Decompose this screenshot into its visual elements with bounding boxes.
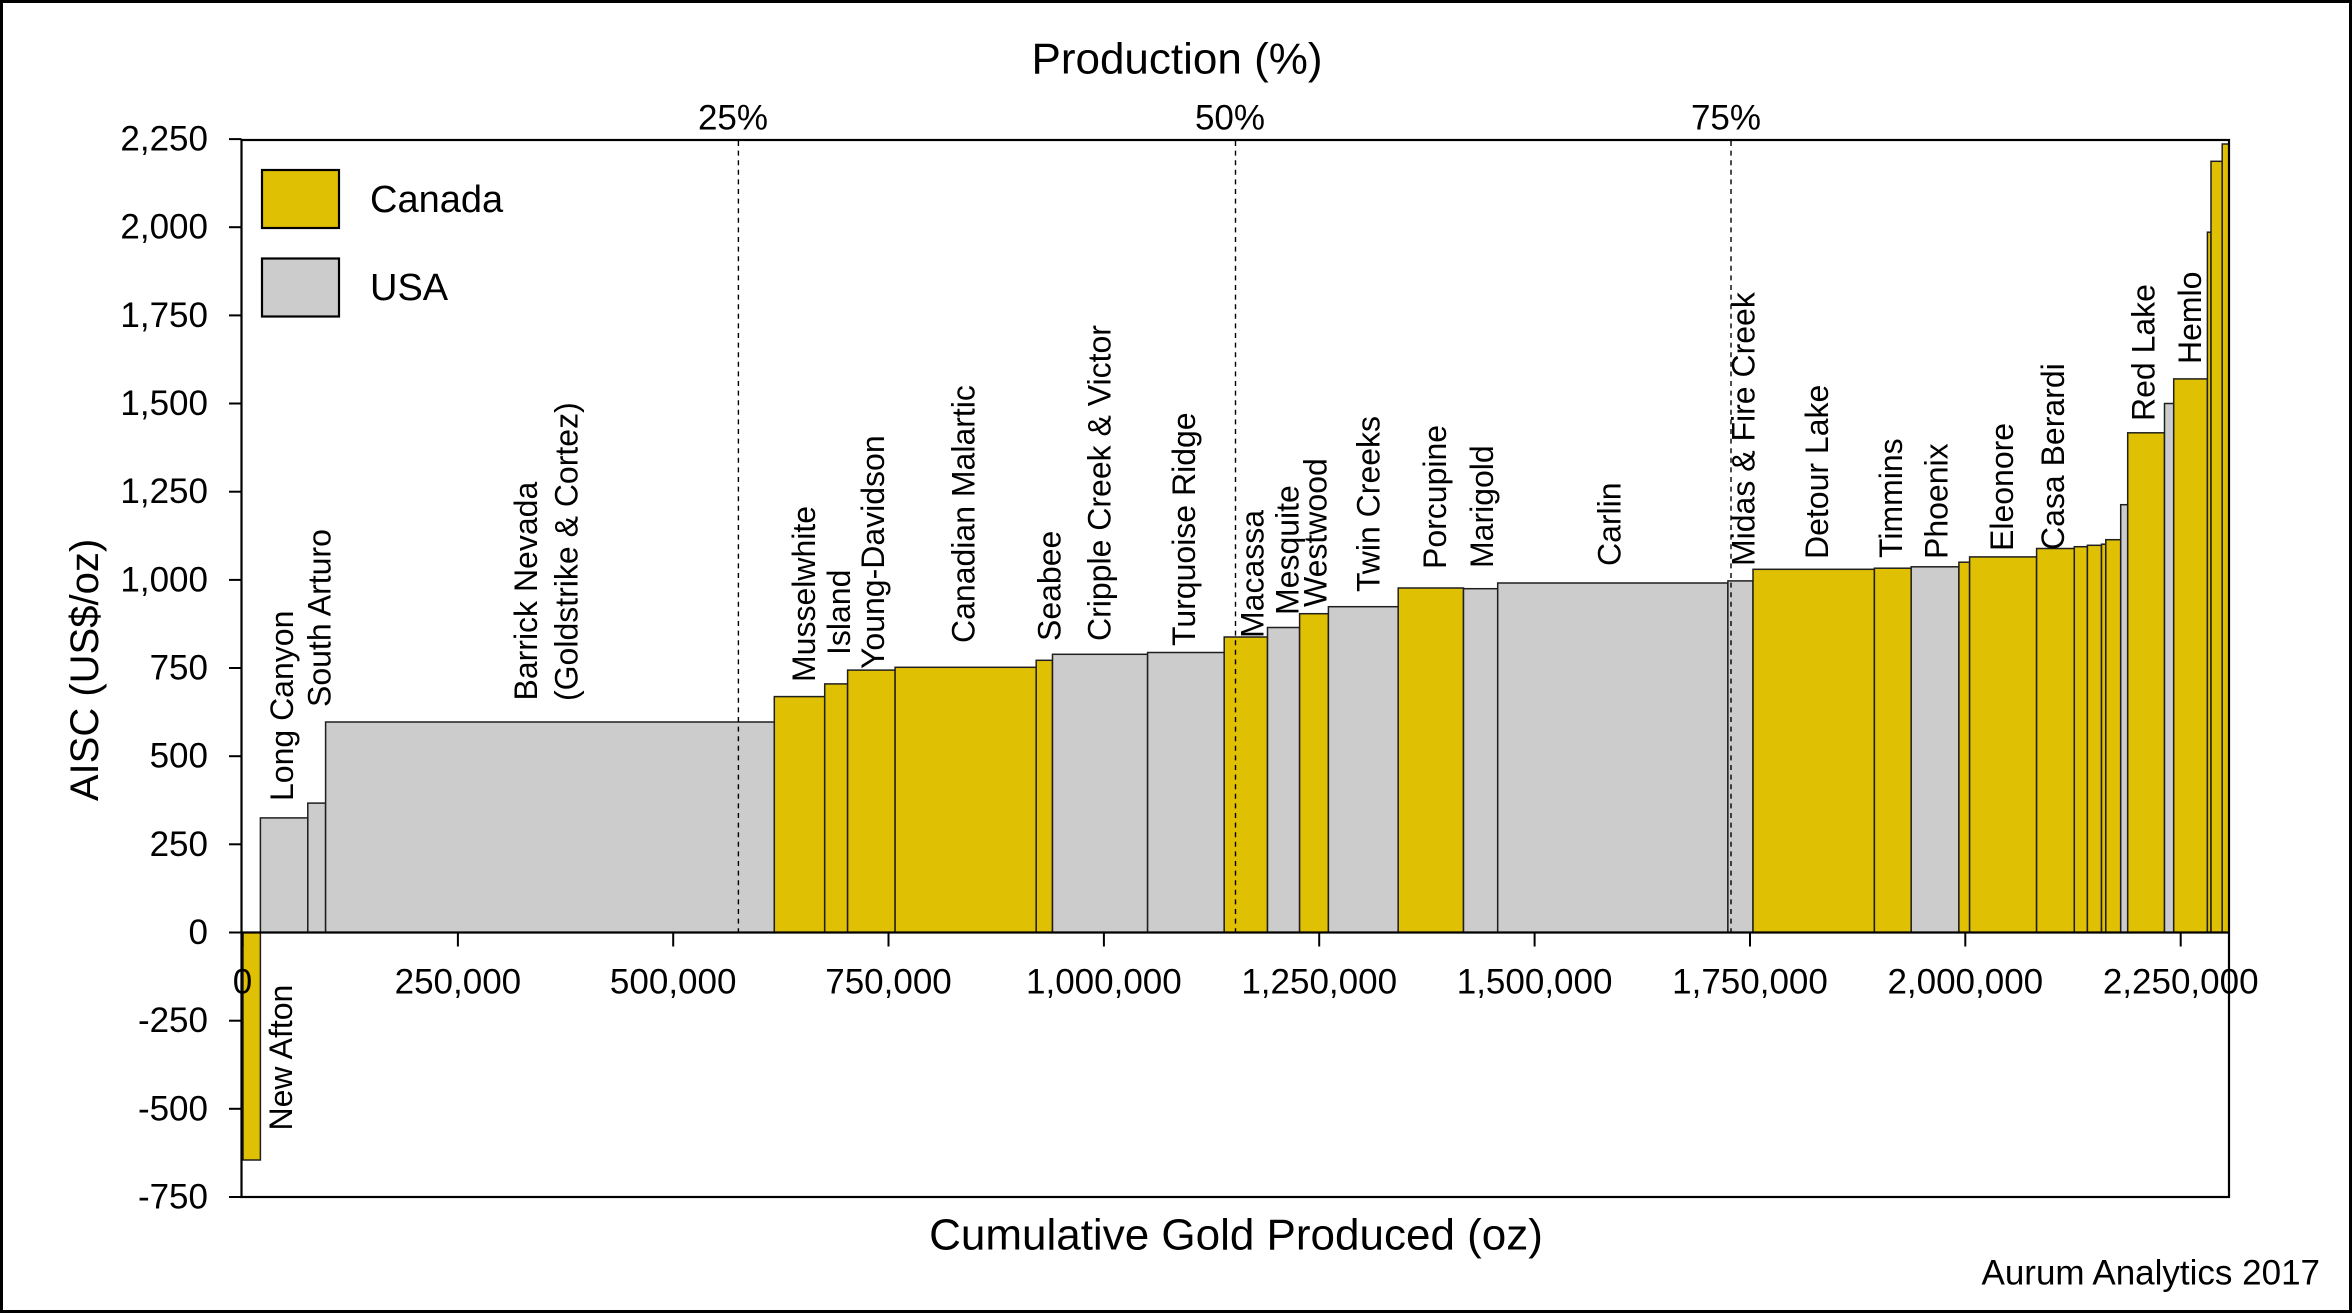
- svg-text:2,000: 2,000: [120, 208, 208, 247]
- svg-text:2,000,000: 2,000,000: [1887, 963, 2043, 1002]
- svg-text:-500: -500: [138, 1089, 208, 1128]
- svg-text:0: 0: [189, 913, 208, 952]
- svg-text:Timmins: Timmins: [1873, 438, 1909, 558]
- svg-text:Canada: Canada: [370, 179, 504, 221]
- svg-text:1,000,000: 1,000,000: [1026, 963, 1182, 1002]
- svg-text:Turquoise Ridge: Turquoise Ridge: [1166, 412, 1202, 646]
- svg-text:1,500: 1,500: [120, 384, 208, 423]
- svg-text:Barrick Nevada: Barrick Nevada: [508, 482, 544, 701]
- svg-text:0: 0: [233, 963, 252, 1002]
- svg-text:75%: 75%: [1691, 99, 1761, 138]
- svg-text:Production (%): Production (%): [1031, 35, 1322, 84]
- svg-text:250,000: 250,000: [395, 963, 522, 1002]
- svg-text:2,250: 2,250: [120, 120, 208, 159]
- svg-text:-750: -750: [138, 1178, 208, 1217]
- svg-text:750: 750: [150, 649, 208, 688]
- svg-text:Aurum Analytics 2017: Aurum Analytics 2017: [1981, 1254, 2320, 1293]
- svg-text:Red Lake: Red Lake: [2126, 284, 2162, 421]
- svg-text:1,000: 1,000: [120, 560, 208, 599]
- svg-text:Eleonore: Eleonore: [1984, 423, 2020, 551]
- svg-text:Cripple Creek & Victor: Cripple Creek & Victor: [1082, 325, 1118, 641]
- svg-text:Canadian Malartic: Canadian Malartic: [946, 385, 982, 643]
- svg-text:Seabee: Seabee: [1031, 531, 1067, 641]
- svg-text:AISC (US$/oz): AISC (US$/oz): [63, 539, 107, 801]
- svg-text:250: 250: [150, 825, 208, 864]
- svg-text:Macassa: Macassa: [1234, 510, 1270, 638]
- svg-text:USA: USA: [370, 267, 449, 309]
- svg-text:2,250,000: 2,250,000: [2103, 963, 2259, 1002]
- svg-text:1,250,000: 1,250,000: [1241, 963, 1397, 1002]
- svg-text:Cumulative Gold Produced (oz): Cumulative Gold Produced (oz): [929, 1211, 1543, 1260]
- svg-text:25%: 25%: [698, 99, 768, 138]
- svg-text:1,750: 1,750: [120, 296, 208, 335]
- svg-text:Casa Berardi: Casa Berardi: [2035, 363, 2071, 550]
- svg-text:500: 500: [150, 737, 208, 776]
- svg-text:New Afton: New Afton: [263, 985, 299, 1131]
- svg-text:Westwood: Westwood: [1298, 458, 1334, 607]
- svg-text:Twin Creeks: Twin Creeks: [1351, 416, 1387, 592]
- svg-text:50%: 50%: [1195, 99, 1265, 138]
- svg-text:(Goldstrike & Cortez): (Goldstrike & Cortez): [549, 402, 585, 701]
- svg-text:1,250: 1,250: [120, 472, 208, 511]
- svg-text:Porcupine: Porcupine: [1417, 425, 1453, 569]
- svg-text:Musselwhite: Musselwhite: [786, 506, 822, 682]
- svg-text:1,750,000: 1,750,000: [1672, 963, 1828, 1002]
- svg-text:South Arturo: South Arturo: [302, 529, 338, 707]
- svg-text:-250: -250: [138, 1001, 208, 1040]
- svg-text:Island: Island: [821, 570, 857, 655]
- svg-text:500,000: 500,000: [610, 963, 737, 1002]
- svg-text:Hemlo: Hemlo: [2172, 272, 2208, 364]
- svg-text:Mesquite: Mesquite: [1270, 485, 1306, 615]
- svg-text:Phoenix: Phoenix: [1919, 443, 1955, 559]
- svg-text:1,500,000: 1,500,000: [1457, 963, 1613, 1002]
- svg-text:Detour Lake: Detour Lake: [1799, 385, 1835, 559]
- svg-text:750,000: 750,000: [825, 963, 952, 1002]
- svg-text:Carlin: Carlin: [1591, 482, 1627, 566]
- svg-text:Marigold: Marigold: [1464, 445, 1500, 568]
- svg-text:Young-Davidson: Young-Davidson: [855, 435, 891, 669]
- svg-text:Midas & Fire Creek: Midas & Fire Creek: [1726, 291, 1762, 566]
- svg-text:Long Canyon: Long Canyon: [264, 611, 300, 801]
